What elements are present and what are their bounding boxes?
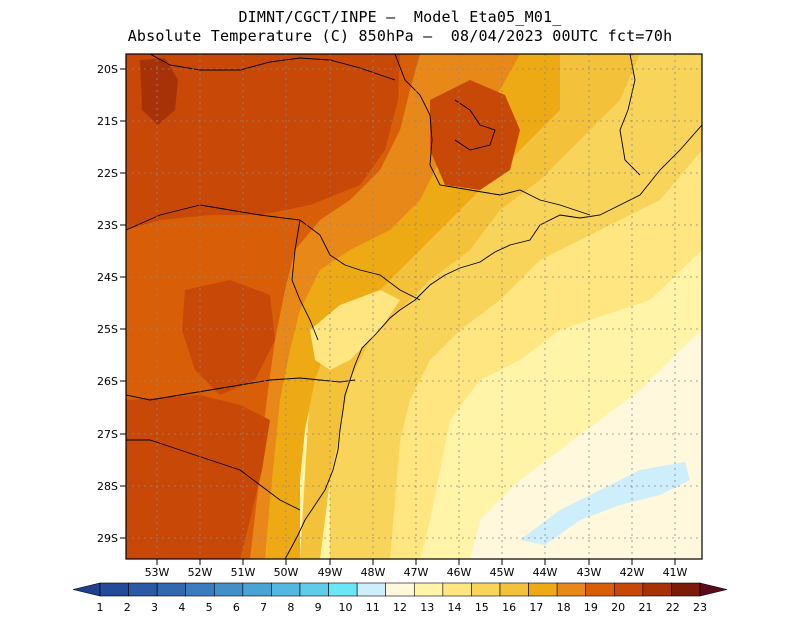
colorbar-label: 4 [178,601,185,614]
colorbar-swatch [242,582,272,597]
map-title-line1: DIMNT/CGCT/INPE — Model Eta05_M01_ [238,8,562,26]
lon-label: 44W [533,566,558,579]
colorbar-swatch [99,582,129,597]
lat-label: 21S [97,115,118,128]
colorbar-label: 5 [206,601,213,614]
colorbar-swatch [185,582,215,597]
colorbar-label: 21 [638,601,652,614]
colorbar-swatch [156,582,187,597]
latitude-labels: 20S 21S 22S 23S 24S 25S 26S 27S 28S 29S [97,63,118,545]
colorbar-swatch [585,582,615,597]
lon-label: 45W [490,566,515,579]
lon-label: 43W [577,566,602,579]
map-title-line2: Absolute Temperature (C) 850hPa — 08/04/… [127,27,673,45]
colorbar-swatch [128,582,158,597]
lat-label: 23S [97,219,118,232]
lat-lon-grid [126,54,702,559]
colorbar-swatch [556,582,587,597]
field-band-21c-core [140,58,178,125]
lon-label: 51W [231,566,256,579]
colorbar-swatch [356,582,387,597]
colorbar-swatch [671,582,701,597]
lat-label: 25S [97,323,118,336]
colorbar-swatch [413,582,444,597]
colorbar-label: 9 [315,601,322,614]
field-band-20c-center [182,280,275,395]
colorbar-label: 23 [693,601,707,614]
colorbar-label: 15 [475,601,489,614]
colorbar-label: 16 [502,601,516,614]
lon-label: 42W [620,566,645,579]
colorbar-label: 18 [557,601,571,614]
field-band-14c-coast [310,290,400,370]
longitude-labels: 53W 52W 51W 50W 49W 48W 47W 46W 45W 44W … [145,566,688,579]
colorbar-swatch [213,582,244,597]
lat-label: 24S [97,271,118,284]
colorbar-swatch [499,582,529,597]
colorbar: 1 2 3 4 5 6 7 8 9 10 11 12 13 14 15 16 17 18 19 20 21 22 23 [72,582,728,614]
state-border-sc-rs [126,439,301,511]
colorbar-right-arrow [699,582,728,597]
state-border-ms-pr [126,204,201,231]
lon-label: 52W [188,566,213,579]
colorbar-label: 12 [393,601,407,614]
colorbar-label: 19 [584,601,598,614]
field-band-20c-south [126,395,270,559]
lon-label: 47W [404,566,429,579]
lon-label: 53W [145,566,170,579]
coastline [284,124,702,559]
colorbar-swatch [613,582,644,597]
colorbar-swatch [642,582,672,597]
colorbar-swatch [299,582,329,597]
temperature-field [126,54,702,559]
colorbar-label: 11 [366,601,380,614]
colorbar-label: 6 [233,601,240,614]
colorbar-swatch [271,582,301,597]
colorbar-label: 7 [260,601,267,614]
state-border-rj-es [619,54,641,176]
colorbar-swatch [471,582,501,597]
lat-label: 26S [97,375,118,388]
colorbar-label: 17 [529,601,543,614]
colorbar-label: 20 [611,601,625,614]
lon-label: 50W [274,566,299,579]
colorbar-label: 8 [287,601,294,614]
lon-label: 46W [447,566,472,579]
colorbar-left-arrow [72,582,101,597]
lat-label: 29S [97,532,118,545]
lat-label: 20S [97,63,118,76]
field-band-11c [520,462,690,545]
river-parana [291,219,319,341]
colorbar-label: 3 [151,601,158,614]
colorbar-swatch [442,582,472,597]
lat-label: 28S [97,480,118,493]
colorbar-swatch [385,582,415,597]
state-border-ms-go [149,54,396,81]
state-border-sp-pr [199,204,421,301]
state-border-mg-sp [394,54,591,216]
lat-label: 27S [97,428,118,441]
colorbar-swatch [528,582,558,597]
colorbar-label: 13 [420,601,434,614]
colorbar-label: 22 [666,601,680,614]
field-band-20c-northwest [126,54,400,230]
lon-label: 49W [318,566,343,579]
colorbar-label: 10 [338,601,352,614]
lat-label: 22S [97,167,118,180]
lon-label: 41W [663,566,688,579]
plot-frame [125,53,703,560]
field-band-12c [470,330,702,559]
axis-ticks [120,68,676,565]
field-band-20c-saopaulo [430,80,520,190]
colorbar-label: 2 [124,601,131,614]
colorbar-swatch [328,582,358,597]
river-paranapanema [454,99,496,151]
lon-label: 48W [361,566,386,579]
colorbar-label: 14 [448,601,462,614]
colorbar-label: 1 [97,601,104,614]
